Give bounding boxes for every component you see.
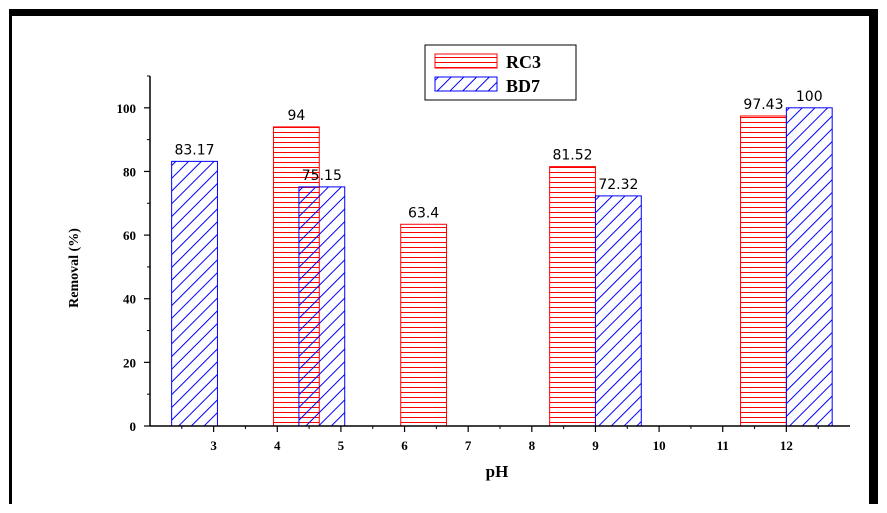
legend-label-rc3: RC3 xyxy=(506,52,541,72)
y-axis-title: Removal (%) xyxy=(67,228,82,308)
legend-label-bd7: BD7 xyxy=(506,76,540,96)
data-labels: 94 63.4 81.52 97.43 83.17 75.15 72.32 100 xyxy=(174,89,822,221)
x-tick-label: 8 xyxy=(529,438,536,453)
axes: 0 20 40 60 80 100 3 4 5 6 7 8 9 10 11 12 xyxy=(117,75,850,453)
x-tick-label: 7 xyxy=(465,438,472,453)
data-label-rc3-ph12: 97.43 xyxy=(743,97,783,113)
x-tick-label: 10 xyxy=(653,438,666,453)
legend: RC3 BD7 xyxy=(424,44,577,101)
y-tick-label: 60 xyxy=(123,228,136,243)
bar-bd7-ph9 xyxy=(594,195,642,427)
x-tick-label: 5 xyxy=(338,438,345,453)
x-tick-label: 3 xyxy=(210,438,217,453)
legend-box xyxy=(424,44,577,101)
bar-rc3-ph6 xyxy=(400,223,448,427)
bar-bd7-ph3 xyxy=(171,160,218,427)
legend-swatch-rc3 xyxy=(434,53,498,69)
y-tick-label: 20 xyxy=(123,355,136,370)
bar-rc3-ph12 xyxy=(740,115,787,427)
x-tick-label: 12 xyxy=(780,438,793,453)
legend-swatch-bd7 xyxy=(434,76,498,92)
y-tick-label: 40 xyxy=(123,292,136,307)
data-label-rc3-ph6: 63.4 xyxy=(408,205,439,221)
data-label-rc3-ph9: 81.52 xyxy=(552,148,592,164)
data-label-bd7-ph5: 75.15 xyxy=(302,168,342,184)
bar-bd7-ph12 xyxy=(785,107,833,427)
data-label-rc3-ph4: 94 xyxy=(287,108,305,124)
x-tick-label: 6 xyxy=(401,438,408,453)
y-tick-label: 0 xyxy=(130,419,137,434)
x-tick-label: 9 xyxy=(592,438,599,453)
x-tick-label: 11 xyxy=(717,438,729,453)
bar-bd7-ph5 xyxy=(298,186,346,427)
y-tick-label: 100 xyxy=(117,101,137,116)
data-label-bd7-ph3: 83.17 xyxy=(174,142,214,158)
bar-rc3-ph9 xyxy=(549,166,596,427)
x-axis-title: pH xyxy=(486,462,509,481)
bars xyxy=(171,107,833,427)
x-tick-label: 4 xyxy=(274,438,281,453)
data-label-bd7-ph12: 100 xyxy=(796,89,823,105)
data-label-bd7-ph9: 72.32 xyxy=(598,177,638,193)
y-tick-label: 80 xyxy=(123,164,136,179)
